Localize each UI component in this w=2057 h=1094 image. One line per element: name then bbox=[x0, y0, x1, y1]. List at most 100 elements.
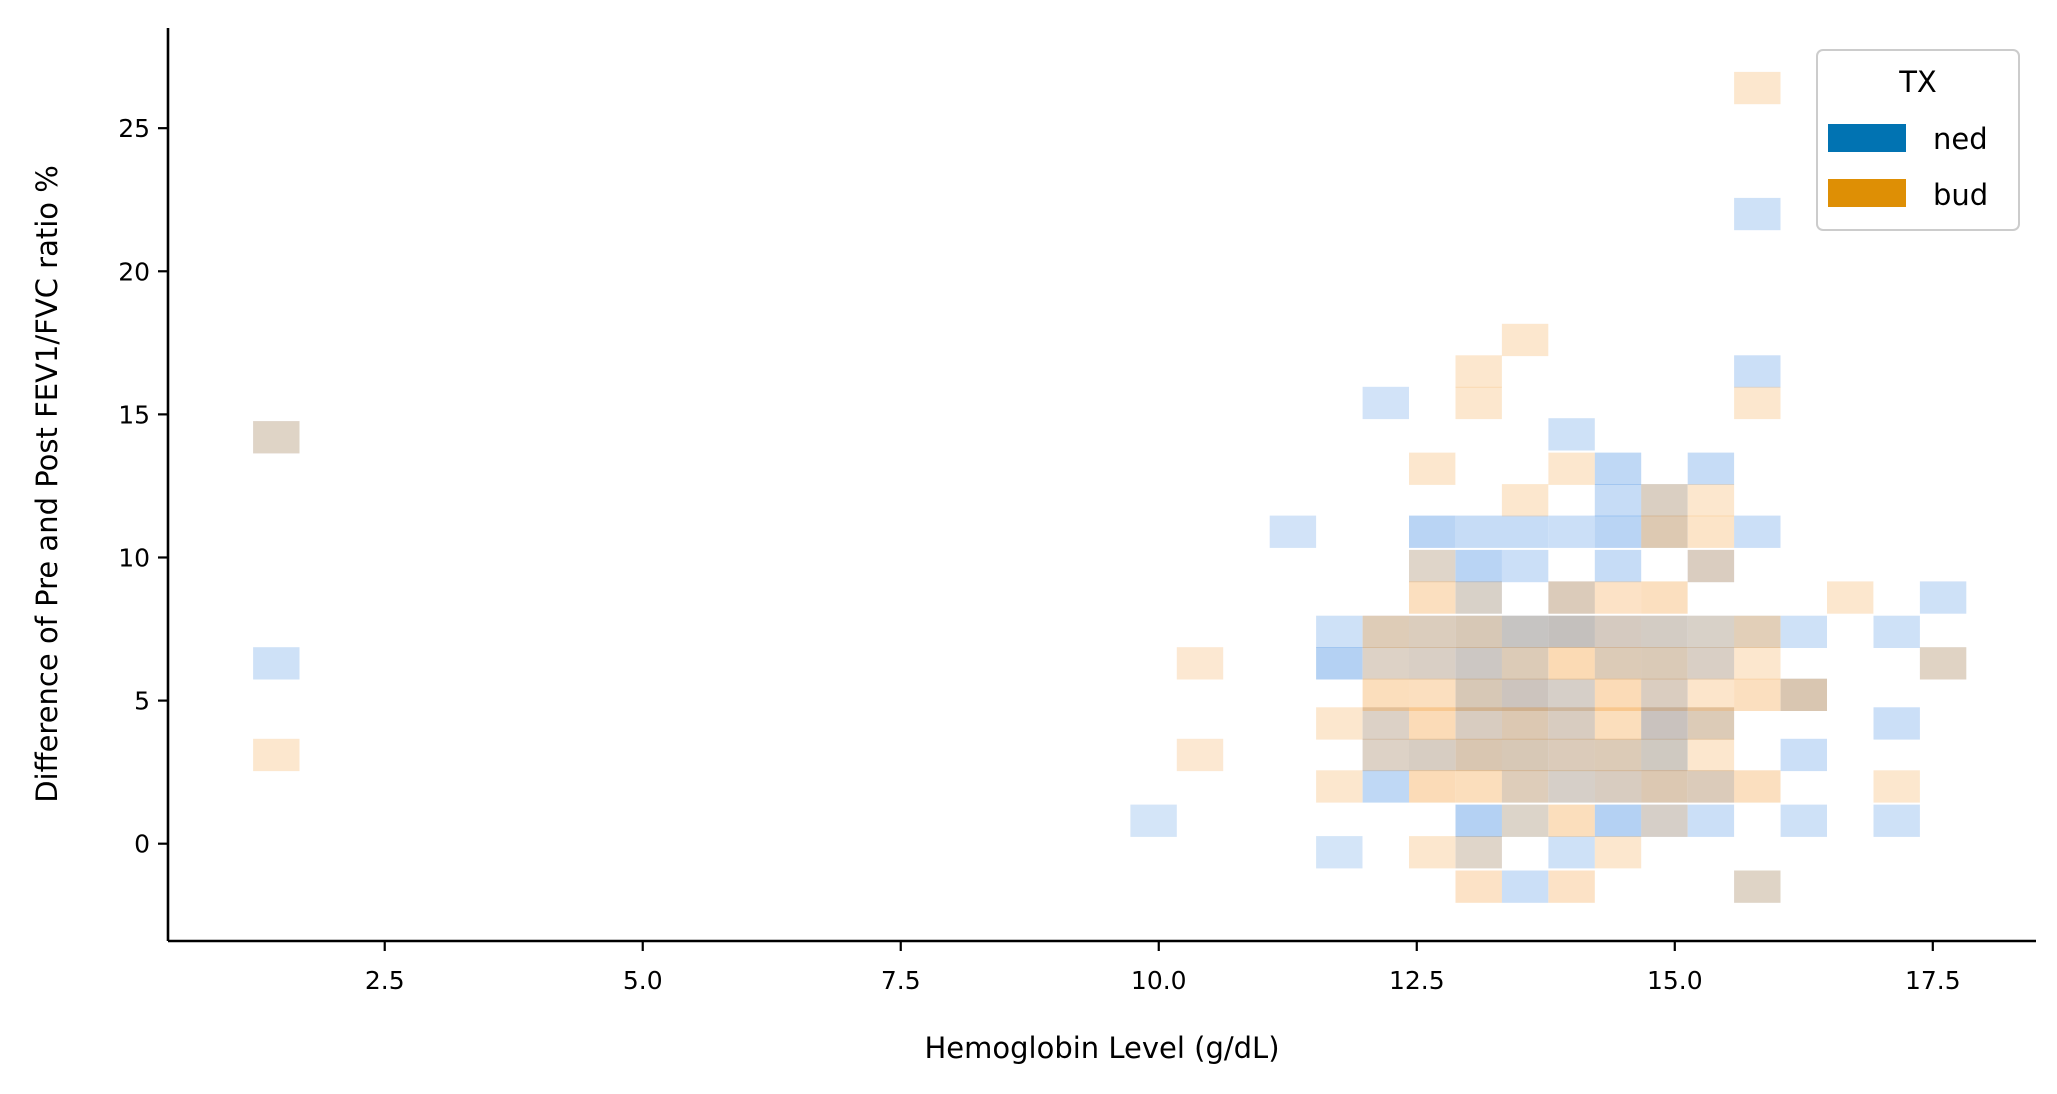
bin-ned bbox=[253, 421, 300, 454]
bin-ned bbox=[1687, 615, 1735, 648]
bin-ned bbox=[1316, 836, 1363, 869]
bin-ned bbox=[1501, 870, 1549, 903]
bin-bud bbox=[1409, 647, 1456, 680]
legend-swatch-bud bbox=[1828, 179, 1906, 207]
bin-bud bbox=[1362, 738, 1409, 772]
y-tick-label: 0 bbox=[134, 830, 150, 859]
bin-bud bbox=[1501, 770, 1549, 803]
bin-ned bbox=[1548, 418, 1595, 451]
legend-title: TX bbox=[1898, 65, 1937, 99]
bin-bud bbox=[1409, 836, 1456, 869]
y-tick-label: 20 bbox=[118, 257, 150, 286]
bin-bud bbox=[1362, 678, 1409, 711]
bin-ned bbox=[1687, 804, 1735, 837]
bin-ned bbox=[1455, 707, 1502, 740]
bin-bud bbox=[1734, 678, 1781, 711]
bin-ned bbox=[1594, 770, 1642, 803]
bin-ned bbox=[1641, 678, 1688, 711]
bin-ned bbox=[1919, 581, 1967, 614]
bin-bud bbox=[1409, 770, 1456, 803]
bin-bud bbox=[1594, 581, 1642, 614]
bin-ned bbox=[1269, 515, 1317, 548]
bin-ned bbox=[1548, 615, 1595, 648]
x-tick-label: 2.5 bbox=[365, 966, 405, 995]
bin-ned bbox=[1455, 615, 1502, 648]
x-tick-label: 10.0 bbox=[1131, 966, 1187, 995]
bin-ned bbox=[1594, 738, 1642, 772]
bin-ned bbox=[1641, 647, 1688, 680]
bin-bud bbox=[1734, 386, 1781, 420]
bin-bud bbox=[1409, 452, 1456, 485]
bin-ned bbox=[1409, 549, 1456, 583]
bin-bud bbox=[1409, 615, 1456, 648]
bin-ned bbox=[1316, 647, 1363, 680]
bin-bud bbox=[1734, 770, 1781, 803]
bin-ned bbox=[1316, 615, 1363, 648]
bin-bud bbox=[1687, 549, 1735, 583]
bin-ned bbox=[1455, 647, 1502, 680]
bin-ned bbox=[1548, 770, 1595, 803]
bin-ned bbox=[1362, 738, 1409, 772]
bin-ned bbox=[1548, 836, 1595, 869]
bin-ned bbox=[1501, 804, 1549, 837]
bin-bud bbox=[1362, 615, 1409, 648]
bin-bud bbox=[1594, 678, 1642, 711]
x-tick-label: 15.0 bbox=[1647, 966, 1703, 995]
bin-ned bbox=[1594, 647, 1642, 680]
bin-bud bbox=[1548, 804, 1595, 837]
bin-ned bbox=[1734, 355, 1781, 388]
bin-bud bbox=[1176, 647, 1224, 680]
bin-ned bbox=[1548, 581, 1595, 614]
bin-bud bbox=[1409, 707, 1456, 740]
bin-ned bbox=[1780, 615, 1827, 648]
bin-bud bbox=[1501, 678, 1549, 711]
bin-bud bbox=[1501, 647, 1549, 680]
bin-bud bbox=[1641, 484, 1688, 517]
x-axis-ticks: 2.5 5.0 7.5 10.0 12.5 15.0 17.5 bbox=[365, 941, 1961, 995]
bin-bud bbox=[1455, 355, 1502, 388]
bin-bud bbox=[1409, 549, 1456, 583]
bin-ned bbox=[1409, 515, 1456, 548]
bin-bud bbox=[1455, 386, 1502, 420]
bin-ned bbox=[1687, 707, 1735, 740]
y-axis-ticks: 0 5 10 15 20 25 bbox=[118, 114, 168, 859]
bin-ned bbox=[1734, 615, 1781, 648]
bin-bud bbox=[1641, 647, 1688, 680]
bin-ned bbox=[1501, 647, 1549, 680]
bin-bud bbox=[1827, 581, 1874, 614]
bin-ned bbox=[1362, 647, 1409, 680]
bin-ned bbox=[1362, 386, 1409, 420]
bin-bud bbox=[1455, 678, 1502, 711]
bin-ned bbox=[1455, 804, 1502, 837]
bin-ned bbox=[1501, 738, 1549, 772]
bin-ned bbox=[1594, 452, 1642, 485]
bin-bud bbox=[1176, 738, 1224, 772]
bin-bud bbox=[1641, 707, 1688, 740]
bin-bud bbox=[1409, 738, 1456, 772]
bin-ned bbox=[1409, 738, 1456, 772]
bin-ned bbox=[1687, 770, 1735, 803]
bin-ned bbox=[1734, 870, 1781, 903]
bin-bud bbox=[1455, 615, 1502, 648]
bin-bud bbox=[1687, 707, 1735, 740]
bin-bud bbox=[1594, 738, 1642, 772]
bin-ned bbox=[1641, 707, 1688, 740]
bin-bud bbox=[1687, 515, 1735, 548]
bin-bud bbox=[1734, 615, 1781, 648]
bin-bud bbox=[1501, 804, 1549, 837]
legend: TX ned bud bbox=[1816, 49, 2020, 231]
bin-ned bbox=[1501, 515, 1549, 548]
y-axis-label: Difference of Pre and Post FEV1/FVC rati… bbox=[30, 165, 64, 803]
y-tick-label: 10 bbox=[118, 543, 150, 572]
bin-ned bbox=[1409, 647, 1456, 680]
bin-bud bbox=[1594, 647, 1642, 680]
bin-ned bbox=[1455, 836, 1502, 869]
bin-ned bbox=[1455, 515, 1502, 548]
bin-bud bbox=[1594, 836, 1642, 869]
bin-ned bbox=[1641, 738, 1688, 772]
bin-bud bbox=[1641, 678, 1688, 711]
bin-ned bbox=[1734, 515, 1781, 548]
bin-bud bbox=[1687, 738, 1735, 772]
bin-bud bbox=[1548, 647, 1595, 680]
bin-ned bbox=[1687, 549, 1735, 583]
